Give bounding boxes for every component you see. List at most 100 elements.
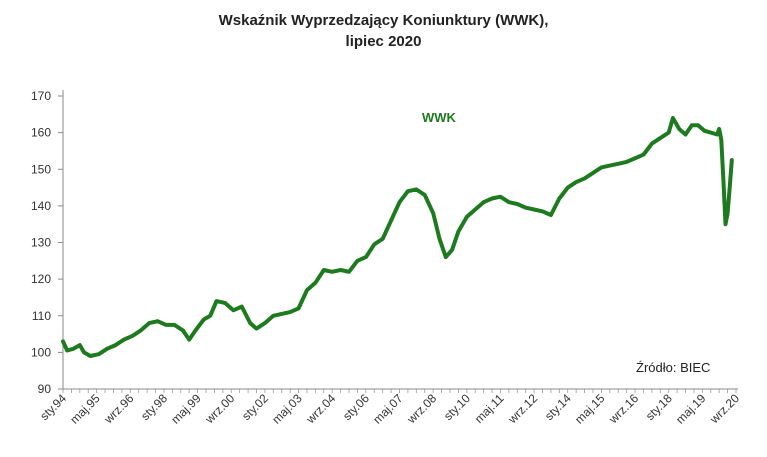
data-point (498, 195, 502, 199)
data-point (490, 196, 494, 201)
data-point (671, 116, 675, 120)
data-point (702, 129, 707, 133)
data-point (507, 200, 511, 204)
x-tick-label: wrz.04 (303, 391, 339, 427)
data-point (208, 314, 212, 318)
data-point (271, 314, 275, 318)
x-tick-label: maj.07 (370, 391, 406, 427)
data-point (437, 237, 442, 241)
data-point (181, 328, 185, 332)
data-point (721, 178, 726, 182)
x-tick-label: wrz.08 (404, 391, 440, 427)
data-point (726, 211, 730, 215)
y-tick-label: 160 (31, 126, 51, 140)
data-point (730, 158, 734, 162)
data-point (717, 127, 721, 131)
data-point (658, 136, 662, 140)
source-label: Źródło: BIEC (636, 360, 710, 375)
data-point (139, 328, 143, 332)
y-axis: 90 100 110 120 130 140 150 160 170 (31, 89, 64, 396)
data-point (723, 222, 728, 226)
data-point (193, 328, 198, 332)
data-point (364, 255, 368, 259)
x-tick-label: wrz.00 (202, 391, 238, 427)
y-tick-label: 140 (31, 199, 51, 213)
y-tick-label: 110 (32, 309, 51, 323)
data-point (156, 319, 160, 323)
y-tick-label: 100 (31, 345, 51, 359)
data-point (214, 299, 219, 303)
data-point (696, 123, 700, 127)
data-point (248, 321, 252, 325)
data-point (105, 347, 109, 351)
x-tick-label: sty.10 (441, 391, 473, 423)
y-tick-label: 90 (38, 382, 52, 396)
data-point (114, 343, 118, 347)
data-point (633, 156, 637, 160)
x-tick-label: wrz.12 (505, 391, 541, 427)
data-point (313, 281, 317, 285)
data-point (690, 123, 694, 127)
data-point (683, 132, 688, 137)
data-point (599, 165, 604, 169)
data-point (82, 350, 86, 354)
wwk-series-line (61, 116, 734, 358)
data-point (397, 200, 402, 204)
data-point (566, 186, 570, 190)
x-tick-label: wrz.20 (707, 391, 743, 427)
data-point (223, 301, 227, 305)
data-point (641, 153, 646, 157)
data-point (231, 308, 235, 312)
series-group (61, 116, 734, 358)
data-point (515, 202, 519, 206)
data-point (482, 200, 486, 204)
data-point (187, 338, 191, 342)
data-point (97, 352, 101, 356)
data-point (330, 270, 334, 274)
data-point (347, 270, 351, 274)
data-point (172, 323, 177, 327)
data-point (280, 312, 284, 316)
data-point (339, 268, 343, 272)
data-point (254, 327, 259, 331)
data-point (240, 305, 244, 309)
x-tick-label: sty.18 (643, 391, 675, 423)
data-point (715, 132, 719, 137)
y-tick-label: 120 (31, 272, 51, 286)
series-label: WWK (422, 110, 457, 125)
x-tick-label: maj.95 (67, 391, 103, 427)
data-point (465, 215, 469, 219)
data-point (574, 180, 578, 184)
data-point (88, 354, 92, 358)
data-point (355, 259, 359, 263)
data-point (288, 310, 292, 314)
data-point (71, 347, 76, 351)
data-point (591, 171, 595, 175)
data-point (667, 131, 671, 135)
data-point (719, 138, 723, 142)
data-point (296, 306, 301, 310)
data-point (122, 338, 126, 342)
x-tick-label: maj.99 (168, 391, 204, 427)
data-point (625, 160, 629, 164)
y-tick-label: 130 (31, 236, 51, 250)
data-point (456, 229, 460, 234)
data-point (728, 186, 732, 190)
x-tick-label: maj.11 (472, 391, 507, 426)
data-point (414, 187, 418, 191)
data-point (709, 131, 713, 135)
data-point (450, 248, 454, 252)
data-point (473, 207, 477, 212)
data-point (61, 339, 65, 343)
data-point (389, 218, 393, 223)
y-tick-label: 170 (31, 89, 51, 103)
y-tick-label: 150 (31, 162, 51, 176)
data-point (540, 209, 545, 213)
data-point (583, 176, 587, 180)
x-tick-label: maj.15 (572, 391, 608, 427)
data-point (78, 343, 82, 347)
data-point (322, 268, 326, 272)
x-tick-label: sty.14 (542, 391, 574, 423)
data-point (431, 211, 435, 215)
